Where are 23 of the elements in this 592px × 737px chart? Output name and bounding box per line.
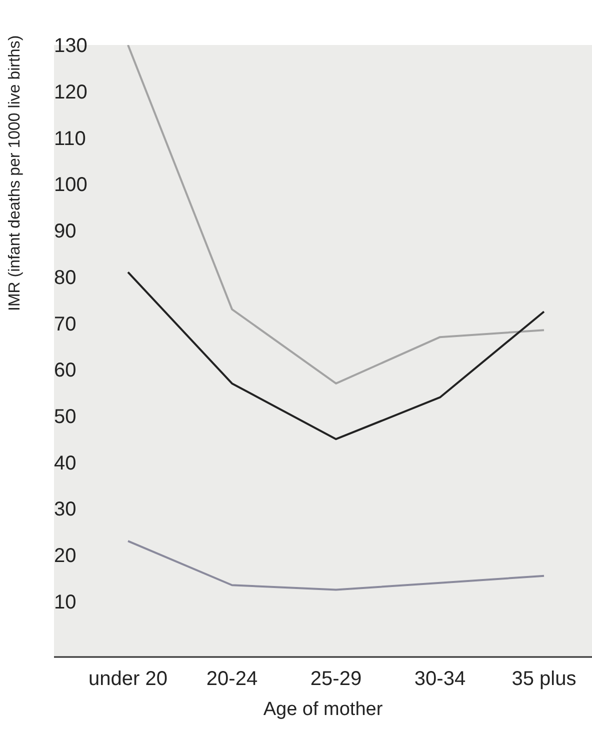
y-tick-label: 90 bbox=[54, 220, 76, 243]
y-tick-label: 120 bbox=[54, 81, 88, 104]
y-tick-label: 130 bbox=[54, 35, 88, 58]
y-tick-label: 40 bbox=[54, 452, 76, 474]
x-tick-label: 35 plus bbox=[512, 668, 576, 690]
y-tick-label: 80 bbox=[54, 266, 76, 289]
y-tick-label: 110 bbox=[54, 128, 86, 150]
x-tick-label: 25-29 bbox=[310, 668, 362, 690]
y-tick-label: 30 bbox=[54, 498, 76, 521]
x-tick-label: 20-24 bbox=[206, 668, 258, 690]
y-tick-label: 50 bbox=[54, 406, 76, 428]
x-tick-label: 30-34 bbox=[414, 668, 466, 690]
line-series bbox=[127, 271, 545, 440]
y-tick-label: 60 bbox=[54, 360, 76, 382]
line-series bbox=[127, 45, 545, 384]
y-tick-label: 20 bbox=[54, 545, 76, 568]
y-axis-title: IMR (infant deaths per 1000 live births) bbox=[6, 35, 24, 311]
line-series bbox=[127, 540, 545, 591]
y-tick-label: 70 bbox=[54, 313, 76, 336]
y-tick-label: 10 bbox=[54, 591, 76, 614]
x-tick-label: under 20 bbox=[88, 668, 168, 690]
x-axis-title: Age of mother bbox=[263, 699, 384, 720]
y-tick-label: 100 bbox=[54, 174, 88, 196]
